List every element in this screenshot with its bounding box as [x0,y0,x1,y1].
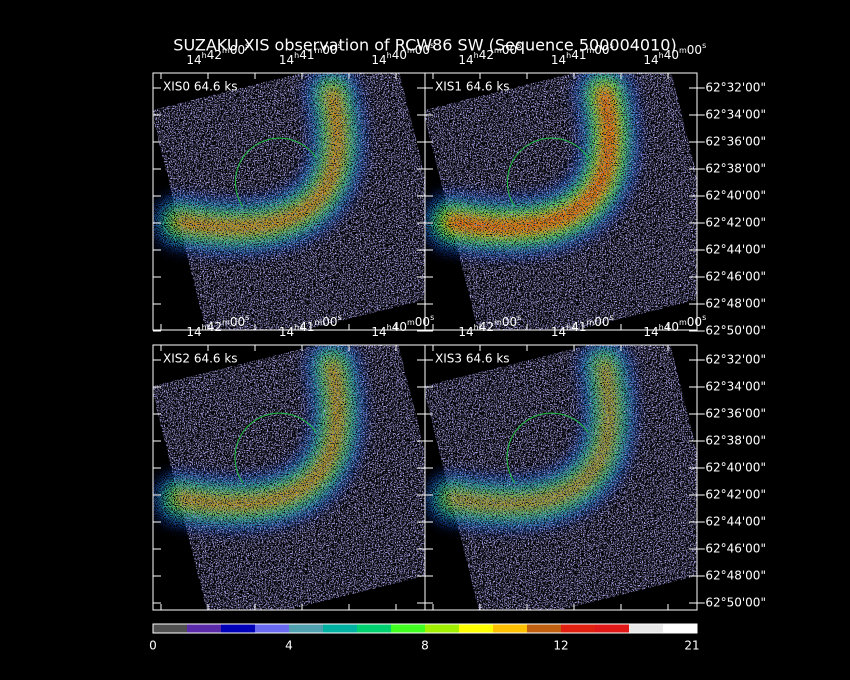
colorbar-tick-label: 0 [149,639,157,653]
colorbar-segment [255,624,290,633]
ra-tick-label: 14h40m00s [643,313,706,339]
ra-tick-label: 14h40m00s [371,41,434,67]
xray-image [153,73,425,330]
colorbar-segment [561,624,596,633]
colorbar-segment [663,624,698,633]
dec-tick-label: -62°44'00" [701,243,766,257]
panel: XIS0 64.6 ks [152,72,426,332]
xray-image [425,345,697,610]
region-circle [234,412,317,484]
colorbar-segment [323,624,358,633]
dec-tick-label: -62°42'00" [701,216,766,230]
emission-band [448,362,613,508]
panel-label: XIS2 64.6 ks [163,352,238,366]
emission-band [448,89,613,231]
region-circle [506,412,589,484]
ra-tick-label: 14h41m00s [551,313,614,339]
panel: XIS1 64.6 ks [424,72,698,332]
emission-band [176,90,341,231]
colorbar-segment [527,624,562,633]
ra-tick-label: 14h41m00s [279,313,342,339]
colorbar-tick-label: 21 [684,639,699,653]
colorbar-segment [459,624,494,633]
ra-tick-label: 14h40m00s [371,313,434,339]
colorbar-tick-label: 4 [285,639,293,653]
dec-tick-label: -62°50'00" [701,324,766,338]
colorbar-segment [493,624,528,633]
panel-frame [424,344,698,611]
ra-tick-label: 14h40m00s [643,41,706,67]
colorbar-segment [425,624,460,633]
colorbar-segment [595,624,630,633]
dec-tick-label: -62°46'00" [701,542,766,556]
colorbar-frame [152,623,698,634]
colorbar-tick-label: 8 [421,639,429,653]
region-circle [506,137,589,207]
dec-tick-label: -62°34'00" [701,380,766,394]
dec-tick-label: -62°48'00" [701,569,766,583]
dec-tick-label: -62°32'00" [701,81,766,95]
colorbar-segment [629,624,664,633]
colorbar-segment [289,624,324,633]
dec-tick-label: -62°44'00" [701,515,766,529]
dec-tick-label: -62°34'00" [701,108,766,122]
title: SUZAKU XIS observation of RCW86 SW (Sequ… [173,36,676,55]
emission-band [176,362,341,508]
colorbar-tick-label: 12 [553,639,568,653]
dec-tick-label: -62°42'00" [701,488,766,502]
colorbar-segment [153,624,188,633]
ra-tick-label: 14h42m00s [186,313,249,339]
panel-frame [424,72,698,331]
dec-tick-label: -62°38'00" [701,162,766,176]
panel-label: XIS1 64.6 ks [435,80,510,94]
region-circle [234,137,317,207]
dec-tick-label: -62°50'00" [701,596,766,610]
panel: XIS2 64.6 ks [152,344,426,611]
panel: XIS3 64.6 ks [424,344,698,611]
dec-tick-label: -62°38'00" [701,434,766,448]
dec-tick-label: -62°48'00" [701,297,766,311]
ra-tick-label: 14h41m00s [551,41,614,67]
xray-image [153,345,425,610]
colorbar: 0 4 8 12 21 [149,623,700,653]
ra-tick-label: 14h41m00s [279,41,342,67]
ra-tick-label: 14h42m00s [458,313,521,339]
panel-label: XIS0 64.6 ks [163,80,238,94]
panel-label: XIS3 64.6 ks [435,352,510,366]
dec-tick-label: -62°36'00" [701,407,766,421]
colorbar-segment [187,624,222,633]
xray-image [425,73,697,330]
ra-tick-label: 14h42m00s [458,41,521,67]
colorbar-segment [221,624,256,633]
dec-tick-label: -62°40'00" [701,461,766,475]
colorbar-segment [391,624,426,633]
colorbar-segment [357,624,392,633]
panels: XIS0 64.6 ks14h42m00s14h41m00s14h40m00sX… [152,41,766,611]
dec-tick-label: -62°46'00" [701,270,766,284]
dec-tick-label: -62°36'00" [701,135,766,149]
dec-tick-label: -62°40'00" [701,189,766,203]
dec-tick-label: -62°32'00" [701,353,766,367]
ra-tick-label: 14h42m00s [186,41,249,67]
